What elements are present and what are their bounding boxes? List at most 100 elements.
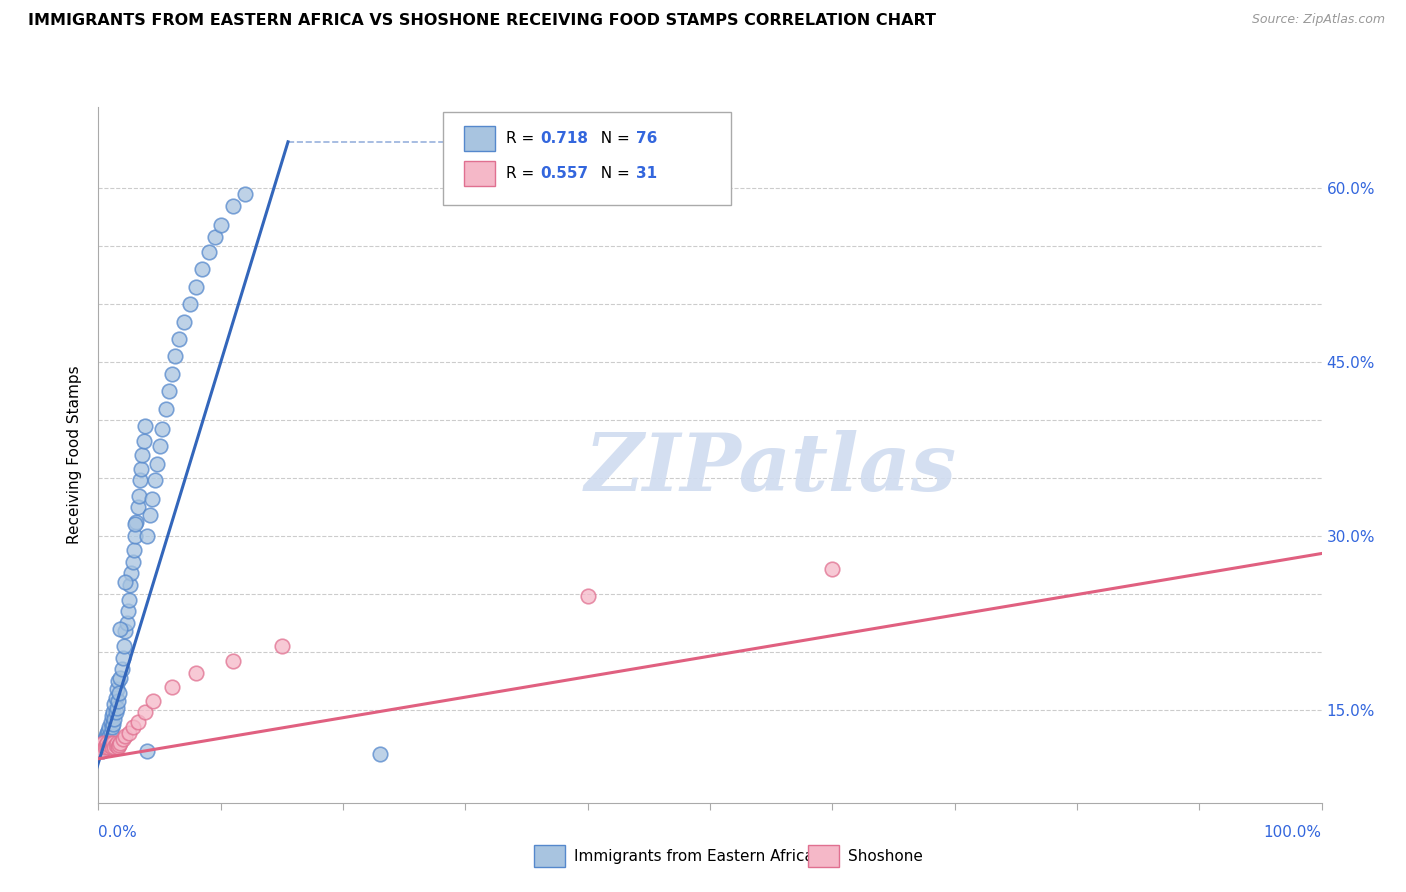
Point xyxy=(97,740,120,755)
Point xyxy=(93,740,115,755)
Point xyxy=(173,315,195,329)
Point xyxy=(101,717,124,731)
Point xyxy=(118,592,141,607)
Text: 0.718: 0.718 xyxy=(540,131,588,145)
Text: 0.0%: 0.0% xyxy=(98,825,138,840)
Point xyxy=(101,708,124,723)
Point xyxy=(197,244,219,259)
Point xyxy=(131,448,153,462)
Point xyxy=(233,187,256,202)
Point xyxy=(127,500,149,514)
Point xyxy=(186,665,208,680)
Point xyxy=(204,230,226,244)
Point xyxy=(110,735,132,749)
Point xyxy=(111,651,134,665)
Point xyxy=(121,555,143,569)
Point xyxy=(142,694,165,708)
Text: 100.0%: 100.0% xyxy=(1264,825,1322,840)
Text: Shoshone: Shoshone xyxy=(848,849,922,863)
Point xyxy=(134,419,156,434)
Point xyxy=(222,654,245,668)
Point xyxy=(104,738,127,752)
Point xyxy=(98,721,121,735)
Point xyxy=(101,721,124,735)
Point xyxy=(120,578,142,592)
Point xyxy=(222,199,245,213)
Text: N =: N = xyxy=(591,167,634,181)
Text: ZIPatlas: ZIPatlas xyxy=(585,430,957,508)
Text: 0.557: 0.557 xyxy=(540,167,588,181)
Point xyxy=(90,738,112,752)
Point xyxy=(821,561,844,575)
Point xyxy=(179,297,201,311)
Point xyxy=(129,462,152,476)
Text: R =: R = xyxy=(506,167,540,181)
Point xyxy=(94,738,117,752)
Point xyxy=(143,474,166,488)
Point xyxy=(129,474,152,488)
Point xyxy=(576,590,599,604)
Point xyxy=(186,280,208,294)
Point xyxy=(125,515,148,529)
Point xyxy=(96,735,118,749)
Point xyxy=(368,747,391,761)
Point xyxy=(89,740,111,755)
Point xyxy=(155,401,177,416)
Point xyxy=(111,662,134,677)
Point xyxy=(103,712,125,726)
Point xyxy=(108,738,131,752)
Point xyxy=(105,735,128,749)
Point xyxy=(117,605,139,619)
Point xyxy=(114,624,136,639)
Point xyxy=(98,729,121,743)
Point xyxy=(91,744,114,758)
Point xyxy=(93,740,115,755)
Point xyxy=(132,434,155,448)
Point xyxy=(118,726,141,740)
Point xyxy=(167,332,190,346)
Text: 31: 31 xyxy=(636,167,657,181)
Point xyxy=(104,691,127,706)
Point xyxy=(110,671,132,685)
Point xyxy=(105,700,128,714)
Point xyxy=(146,457,169,471)
Point xyxy=(110,622,132,636)
Point xyxy=(103,698,125,712)
Point xyxy=(100,714,122,729)
Text: N =: N = xyxy=(591,131,634,145)
Text: IMMIGRANTS FROM EASTERN AFRICA VS SHOSHONE RECEIVING FOOD STAMPS CORRELATION CHA: IMMIGRANTS FROM EASTERN AFRICA VS SHOSHO… xyxy=(28,13,936,29)
Point xyxy=(124,517,146,532)
Point xyxy=(89,740,111,755)
Point xyxy=(165,350,187,364)
Point xyxy=(149,439,172,453)
Point xyxy=(101,706,124,720)
Point xyxy=(114,575,136,590)
Point xyxy=(134,706,156,720)
Point xyxy=(141,491,163,506)
Point xyxy=(97,731,120,746)
Point xyxy=(157,384,180,399)
Point xyxy=(160,367,183,381)
Point xyxy=(103,740,125,755)
Point xyxy=(96,735,118,749)
Y-axis label: Receiving Food Stamps: Receiving Food Stamps xyxy=(67,366,83,544)
Point xyxy=(107,694,129,708)
Point xyxy=(105,682,128,697)
Point xyxy=(107,674,129,689)
Point xyxy=(127,714,149,729)
Point xyxy=(120,566,142,581)
Point xyxy=(139,508,162,523)
Text: R =: R = xyxy=(506,131,540,145)
Point xyxy=(136,744,159,758)
Point xyxy=(108,685,131,699)
Point xyxy=(91,744,114,758)
Point xyxy=(128,489,150,503)
Point xyxy=(150,422,173,436)
Point xyxy=(115,615,138,630)
Point xyxy=(101,735,124,749)
Point xyxy=(94,729,117,743)
Point xyxy=(107,740,129,755)
Text: Source: ZipAtlas.com: Source: ZipAtlas.com xyxy=(1251,13,1385,27)
Point xyxy=(191,262,214,277)
Point xyxy=(104,706,127,720)
